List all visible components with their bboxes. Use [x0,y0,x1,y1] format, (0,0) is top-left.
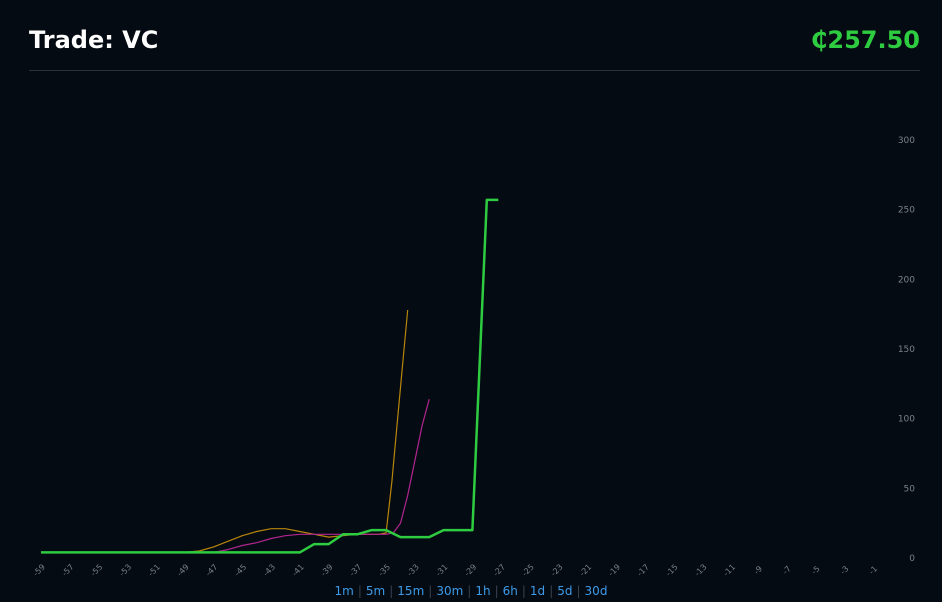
x-tick-label: -55 [89,562,105,578]
y-tick-label: 150 [898,345,915,355]
x-tick-label: -25 [520,562,536,578]
range-5d[interactable]: 5d [553,584,576,598]
x-tick-label: -3 [838,564,850,576]
x-tick-label: -37 [348,562,364,578]
x-tick-label: -1 [867,564,879,576]
x-tick-label: -47 [204,562,220,578]
range-1d[interactable]: 1d [526,584,549,598]
series-line-1 [41,310,408,552]
range-6h[interactable]: 6h [499,584,522,598]
x-tick-label: -33 [405,562,421,578]
x-tick-label: -11 [722,562,738,578]
x-tick-label: -53 [118,562,134,578]
range-1m[interactable]: 1m [331,584,358,598]
x-tick-label: -57 [60,562,76,578]
x-tick-label: -51 [146,562,162,578]
x-tick-label: -17 [635,562,651,578]
x-tick-label: -21 [578,562,594,578]
series-line-0 [41,200,498,553]
x-tick-label: -43 [261,562,277,578]
y-tick-label: 0 [909,554,915,564]
time-range-selector: 1m | 5m | 15m | 30m | 1h | 6h | 1d | 5d | 30d [0,583,942,599]
x-tick-label: -5 [810,564,822,576]
x-tick-label: -27 [492,562,508,578]
y-tick-label: 250 [898,206,915,216]
y-tick-label: 50 [904,484,916,494]
x-tick-label: -59 [31,562,47,578]
x-tick-label: -45 [233,562,249,578]
x-tick-label: -49 [175,562,191,578]
x-tick-label: -13 [693,562,709,578]
x-tick-label: -9 [752,564,764,576]
y-tick-label: 300 [898,136,915,146]
range-30d[interactable]: 30d [581,584,612,598]
range-5m[interactable]: 5m [362,584,389,598]
x-tick-label: -23 [549,562,565,578]
x-tick-label: -29 [463,562,479,578]
range-30m[interactable]: 30m [432,584,467,598]
range-15m[interactable]: 15m [393,584,428,598]
y-tick-label: 200 [898,275,915,285]
y-tick-label: 100 [898,415,915,425]
range-1h[interactable]: 1h [471,584,494,598]
x-tick-label: -19 [607,562,623,578]
x-tick-label: -7 [781,564,793,576]
x-tick-label: -39 [319,562,335,578]
x-tick-label: -41 [290,562,306,578]
x-tick-label: -15 [664,562,680,578]
x-tick-label: -35 [377,562,393,578]
x-tick-label: -31 [434,562,450,578]
